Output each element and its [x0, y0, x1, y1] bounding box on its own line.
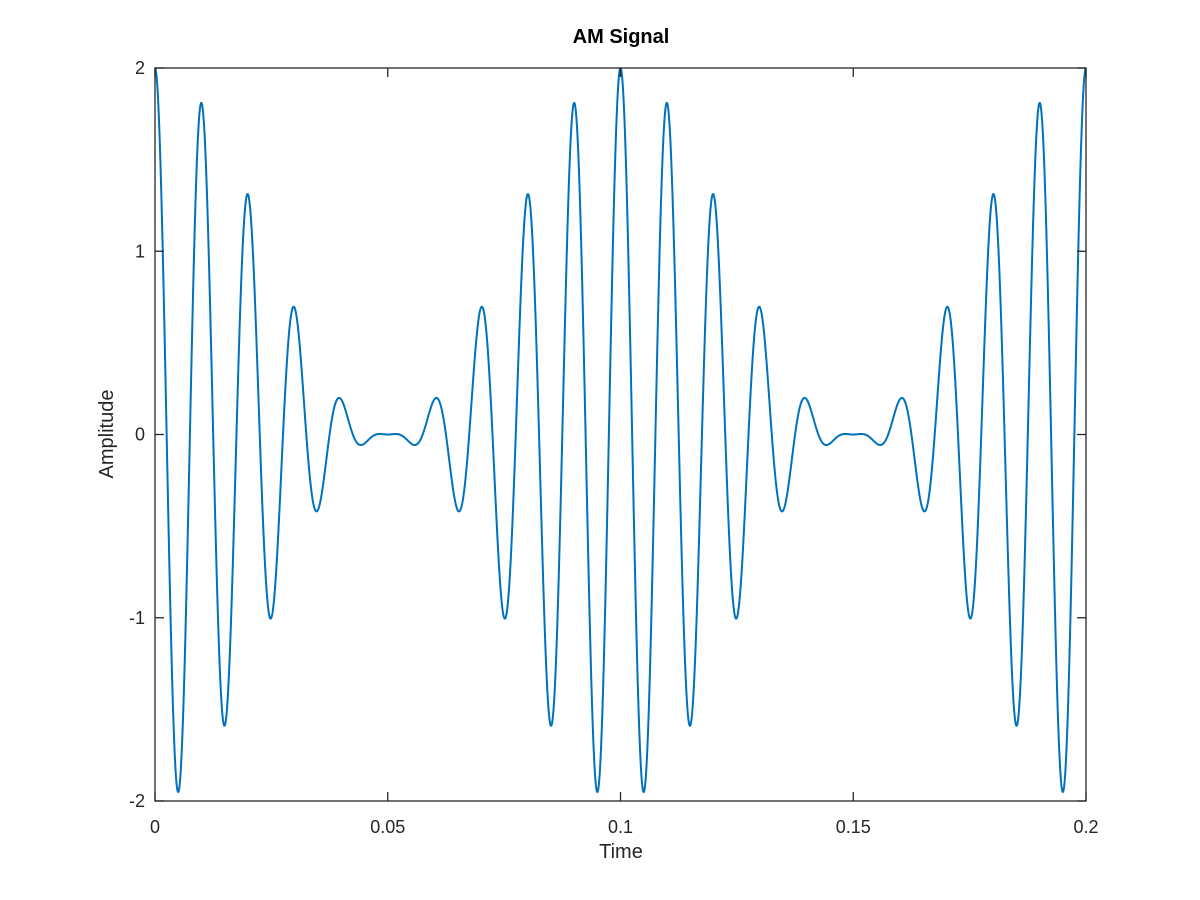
y-axis: -2 -1 0 1 2: [129, 58, 1086, 811]
x-axis-label: Time: [599, 841, 643, 863]
y-tick-label: 1: [135, 241, 145, 261]
x-tick-label: 0.15: [836, 817, 871, 837]
am-signal-line: [155, 68, 1086, 794]
y-tick-label: -1: [129, 608, 145, 628]
y-tick-label: 2: [135, 58, 145, 78]
chart-title: AM Signal: [573, 26, 670, 48]
plot-area: [154, 67, 1087, 802]
x-tick-label: 0.2: [1073, 817, 1098, 837]
axes-background: [155, 68, 1086, 801]
y-axis-label: Amplitude: [96, 390, 118, 479]
x-tick-label: 0.1: [608, 817, 633, 837]
y-tick-label: 0: [135, 425, 145, 445]
x-tick-label: 0.05: [370, 817, 405, 837]
y-tick-label: -2: [129, 791, 145, 811]
x-axis: 0 0.05 0.1 0.15 0.2: [150, 68, 1099, 837]
x-tick-label: 0: [150, 817, 160, 837]
